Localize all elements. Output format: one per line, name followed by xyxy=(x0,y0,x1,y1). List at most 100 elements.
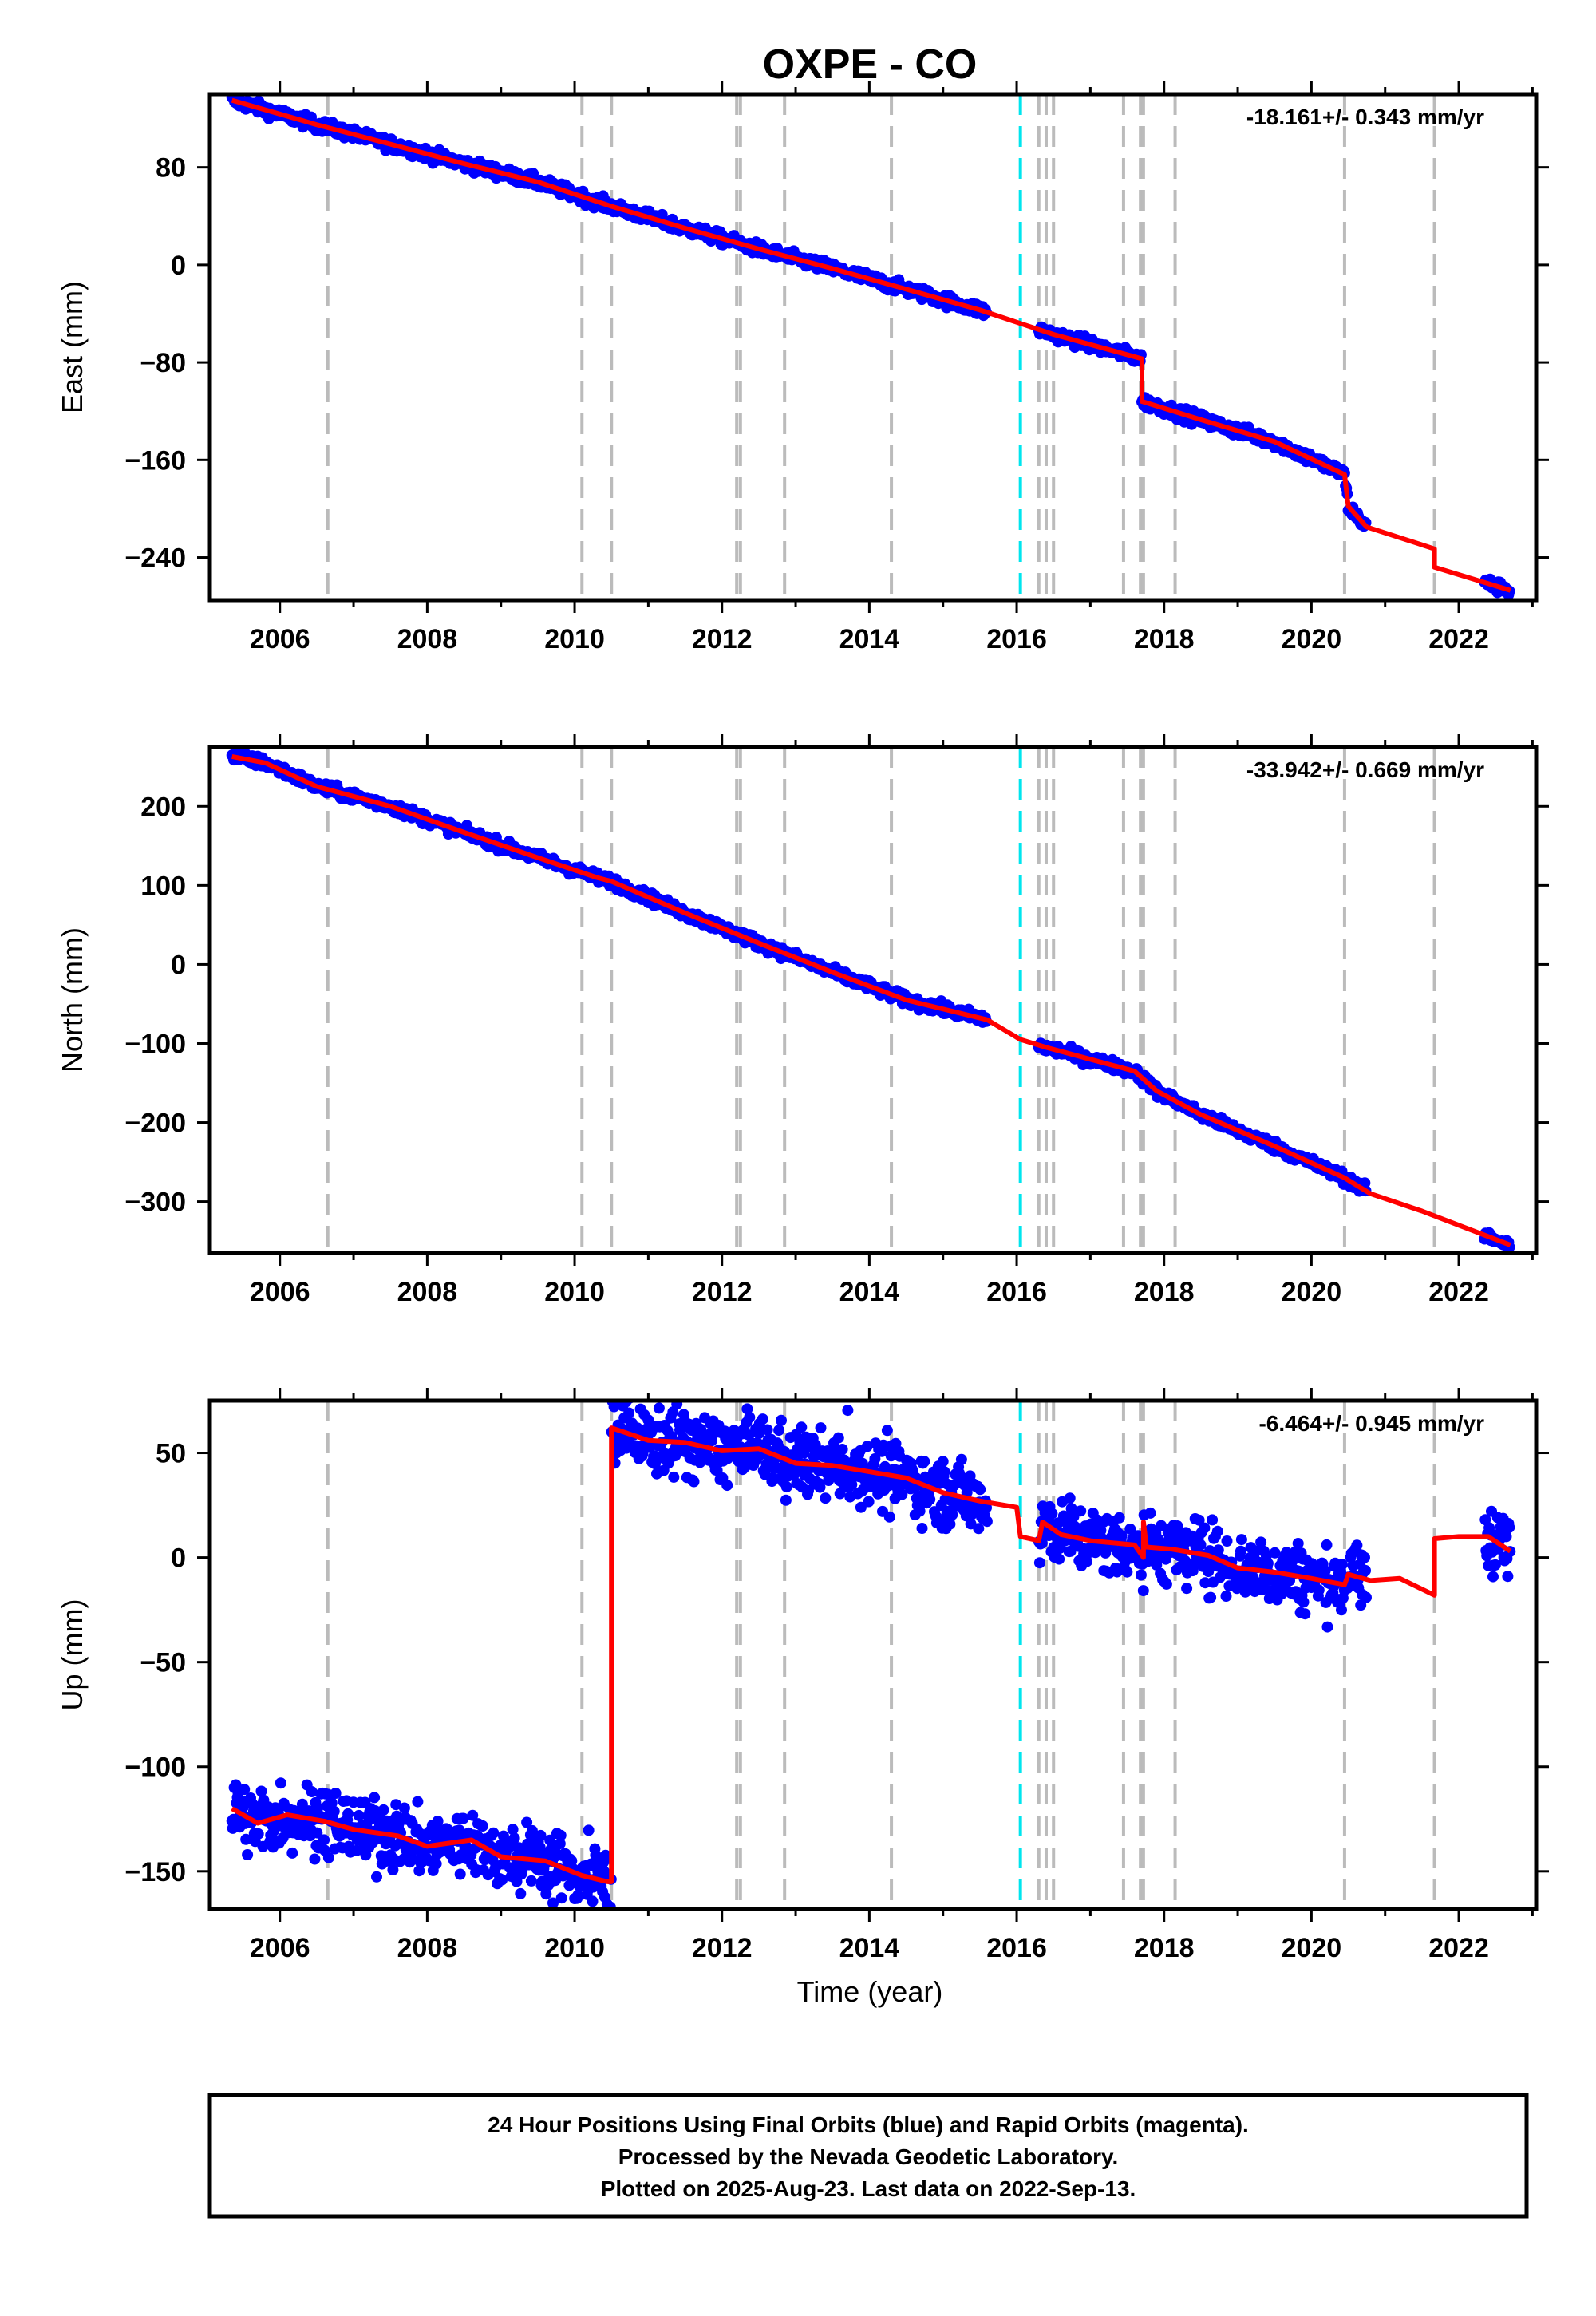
x-tick-label: 2012 xyxy=(692,1277,753,1307)
x-tick-label: 2016 xyxy=(986,624,1047,654)
data-point xyxy=(555,1829,567,1841)
data-point xyxy=(587,1895,598,1907)
data-point xyxy=(1046,1508,1058,1520)
plot-frame-up xyxy=(207,1398,1539,1911)
x-tick-label: 2020 xyxy=(1282,1277,1342,1307)
x-tick-label: 2012 xyxy=(692,624,753,654)
footer-line-3: Plotted on 2025-Aug-23. Last data on 202… xyxy=(601,2176,1136,2201)
data-point xyxy=(1137,1585,1149,1597)
y-axis-label-up: Up (mm) xyxy=(56,1599,89,1711)
data-point xyxy=(780,1481,792,1493)
data-point xyxy=(1313,1584,1325,1596)
data-point xyxy=(1235,1545,1246,1557)
x-tick-label: 2022 xyxy=(1428,624,1489,654)
data-point xyxy=(881,1425,893,1437)
data-point xyxy=(318,1834,330,1846)
data-point xyxy=(1220,1591,1232,1602)
data-point xyxy=(1292,1538,1304,1549)
data-point xyxy=(878,1439,889,1451)
data-point xyxy=(275,1777,286,1789)
data-point xyxy=(1351,1539,1363,1551)
panels: 2006 2008 2010 2012 2014 2016 2018 2020 2022 80 0 −… xyxy=(56,81,1549,1963)
data-point xyxy=(1298,1596,1310,1608)
data-point xyxy=(861,1441,873,1452)
x-tick-label: 2010 xyxy=(544,624,605,654)
data-point xyxy=(753,1428,764,1440)
data-point xyxy=(342,1808,354,1820)
data-point xyxy=(330,1788,342,1799)
data-point xyxy=(721,1480,733,1492)
data-point xyxy=(1081,1555,1092,1567)
data-point xyxy=(507,1824,519,1836)
data-point xyxy=(521,1816,533,1828)
data-point xyxy=(916,1523,928,1534)
footer-line-2: Processed by the Nevada Geodetic Laborat… xyxy=(618,2144,1119,2169)
data-point xyxy=(432,1816,444,1827)
x-tick-label: 2016 xyxy=(986,1933,1047,1963)
data-point xyxy=(1361,1591,1372,1603)
data-point xyxy=(834,1488,846,1500)
velocity-rate-up: -6.464+/- 0.945 mm/yr xyxy=(1258,1411,1484,1436)
data-point xyxy=(944,1518,956,1530)
data-point xyxy=(776,1414,787,1426)
panel-east: 2006 2008 2010 2012 2014 2016 2018 2020 2022 80 0 −… xyxy=(56,81,1549,654)
x-tick-label: 2014 xyxy=(839,624,900,654)
model-fit-line-north xyxy=(231,753,1511,1247)
data-point xyxy=(623,1407,635,1419)
data-point xyxy=(353,1809,365,1821)
data-point xyxy=(1321,1539,1333,1551)
data-point xyxy=(1151,1559,1163,1571)
data-point xyxy=(1156,1520,1167,1531)
data-point xyxy=(1262,1557,1274,1569)
data-point xyxy=(1269,1547,1281,1559)
x-tick-label: 2018 xyxy=(1134,1277,1195,1307)
data-point xyxy=(918,1456,930,1468)
data-point xyxy=(1144,1507,1156,1519)
x-tick-label: 2006 xyxy=(250,1277,310,1307)
x-tick-label: 2010 xyxy=(544,1277,605,1307)
x-tick-label: 2006 xyxy=(250,1933,310,1963)
data-point xyxy=(555,1892,567,1904)
plot-frame-east xyxy=(207,92,1539,603)
y-tick-label: 0 xyxy=(171,1543,186,1574)
y-tick-label: −240 xyxy=(124,543,186,574)
data-point xyxy=(252,1828,264,1840)
data-point xyxy=(773,1425,785,1437)
data-point xyxy=(412,1796,424,1808)
data-point xyxy=(636,1387,647,1398)
data-point xyxy=(508,1832,520,1844)
x-tick-label: 2018 xyxy=(1134,1933,1195,1963)
data-point xyxy=(535,1829,547,1841)
data-point xyxy=(814,1481,826,1493)
x-tick-label: 2008 xyxy=(397,1933,458,1963)
panel-north: 2006 2008 2010 2012 2014 2016 2018 2020 2022 200 1… xyxy=(56,734,1549,1307)
y-tick-label: 200 xyxy=(140,792,186,822)
data-point xyxy=(526,1824,538,1836)
data-point xyxy=(525,1875,537,1887)
x-tick-label: 2012 xyxy=(692,1933,753,1963)
data-point xyxy=(1247,1571,1259,1583)
data-point xyxy=(896,1488,908,1500)
data-point xyxy=(855,1501,867,1513)
data-point xyxy=(488,1827,500,1839)
data-point xyxy=(1502,1571,1514,1583)
data-point xyxy=(572,1890,584,1902)
x-tick-label: 2016 xyxy=(986,1277,1047,1307)
data-point xyxy=(1359,1551,1370,1563)
x-tick-label: 2008 xyxy=(397,624,458,654)
velocity-rate-east: -18.161+/- 0.343 mm/yr xyxy=(1246,105,1484,129)
data-point xyxy=(974,1484,986,1496)
data-point xyxy=(869,1453,881,1464)
x-tick-label: 2014 xyxy=(839,1277,900,1307)
x-tick-label: 2020 xyxy=(1282,624,1342,654)
data-point xyxy=(377,1804,389,1816)
data-point xyxy=(1250,1545,1262,1557)
y-tick-label: −50 xyxy=(140,1648,186,1678)
x-tick-label: 2018 xyxy=(1134,624,1195,654)
model-fit-line-east xyxy=(231,97,1511,593)
data-point xyxy=(846,1479,858,1491)
data-point xyxy=(1235,1534,1247,1546)
data-point xyxy=(515,1887,527,1899)
data-point xyxy=(668,1471,680,1483)
data-point xyxy=(938,1466,950,1478)
